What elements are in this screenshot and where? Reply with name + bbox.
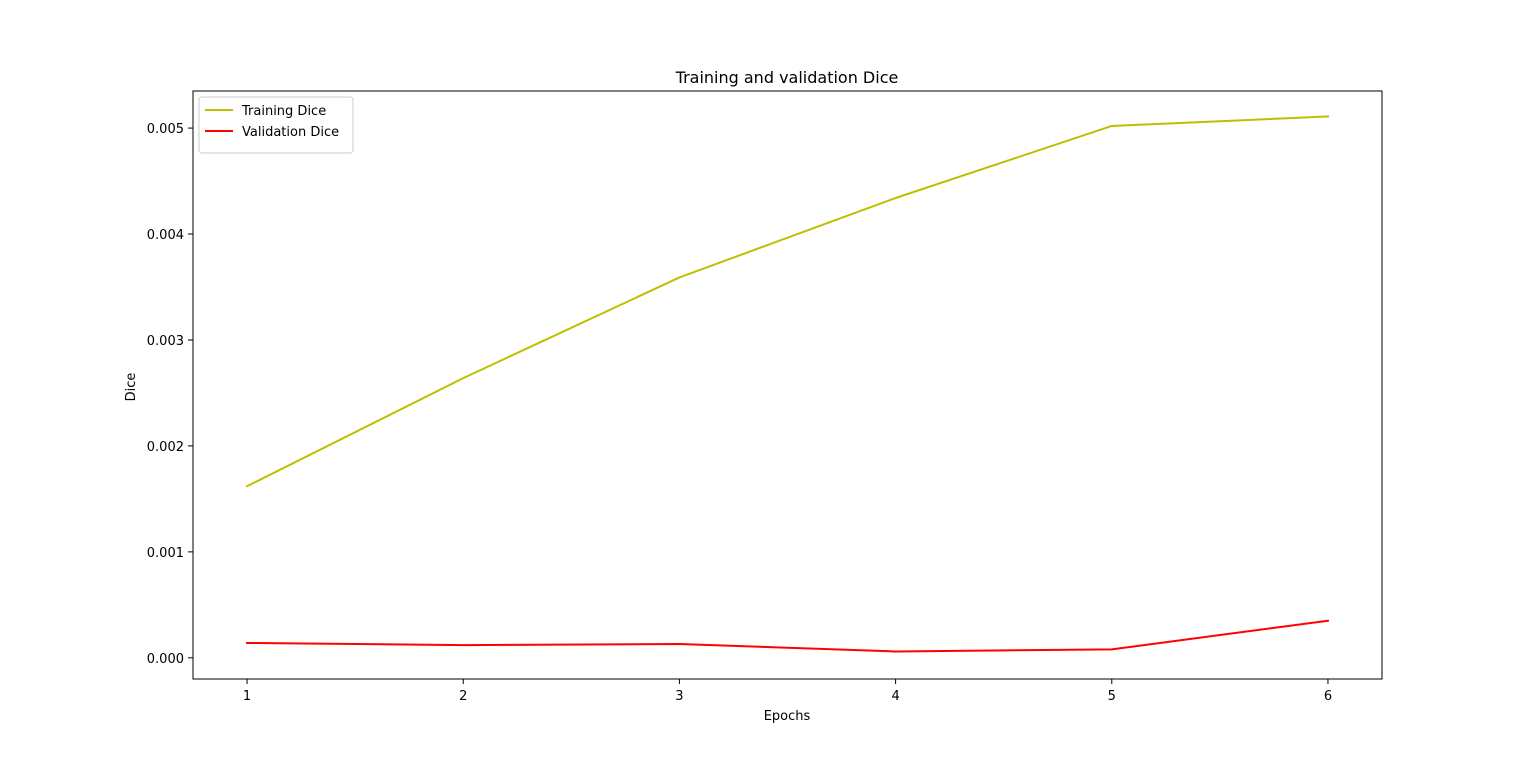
legend-label: Training Dice bbox=[241, 104, 326, 119]
y-tick-label: 0.003 bbox=[147, 334, 184, 349]
y-axis: 0.000 0.001 0.002 0.003 0.004 0.005 bbox=[147, 122, 193, 667]
x-tick-label: 2 bbox=[459, 689, 467, 704]
x-tick-label: 3 bbox=[675, 689, 683, 704]
x-tick-label: 1 bbox=[243, 689, 251, 704]
x-tick-label: 6 bbox=[1324, 689, 1332, 704]
legend-box bbox=[198, 96, 354, 154]
x-tick-label: 5 bbox=[1108, 689, 1116, 704]
y-tick-label: 0.005 bbox=[147, 122, 184, 137]
y-axis-label: Dice bbox=[124, 373, 139, 402]
x-axis-label: Epochs bbox=[764, 709, 811, 724]
y-tick-label: 0.001 bbox=[147, 546, 184, 561]
legend: Training Dice Validation Dice bbox=[198, 96, 354, 154]
y-tick-label: 0.000 bbox=[147, 652, 184, 667]
y-tick-label: 0.004 bbox=[147, 228, 184, 243]
legend-label: Validation Dice bbox=[242, 125, 339, 140]
series-line-1 bbox=[245, 115, 1329, 488]
plot-frame bbox=[192, 90, 1383, 680]
chart-title: Training and validation Dice bbox=[675, 68, 899, 87]
x-axis: 1 2 3 4 5 6 bbox=[243, 679, 1332, 704]
x-tick-label: 4 bbox=[891, 689, 899, 704]
y-tick-label: 0.002 bbox=[147, 440, 184, 455]
series-layer bbox=[245, 115, 1330, 653]
series-line-2 bbox=[246, 619, 1330, 653]
